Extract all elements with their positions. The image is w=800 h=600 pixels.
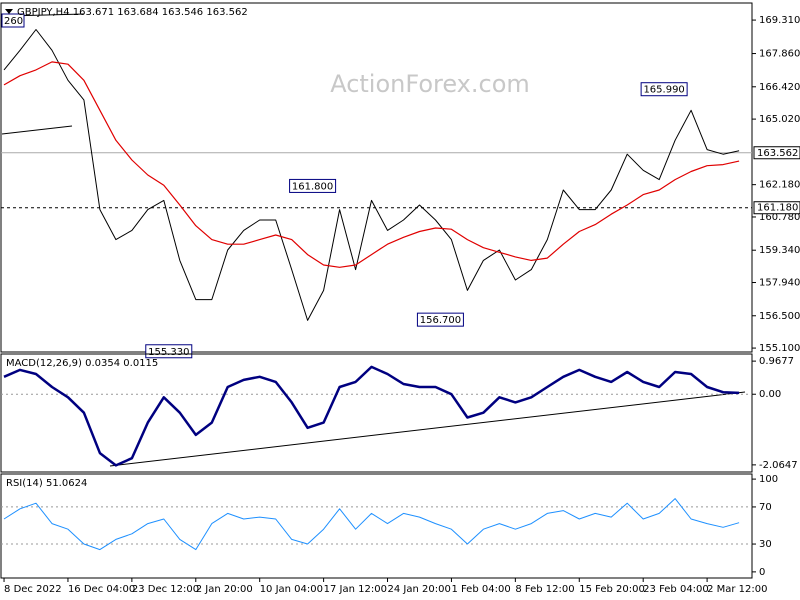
annotation-box <box>145 344 193 359</box>
y-tick-label: 0.9677 <box>759 356 794 367</box>
annotation-box <box>289 178 337 193</box>
x-tick-label: 8 Feb 12:00 <box>515 584 574 595</box>
y-tick-label: 155.100 <box>759 343 800 354</box>
x-tick-label: 23 Dec 12:00 <box>132 584 199 595</box>
drawn-line <box>1 125 73 135</box>
level-label-box <box>753 146 800 160</box>
menu-arrow <box>5 9 13 14</box>
panel-title: GBPJPY,H4 163.671 163.684 163.546 163.56… <box>17 7 248 18</box>
level-label: 161.180 <box>757 203 798 214</box>
y-tick-label: 100 <box>759 474 778 485</box>
x-tick-label: 10 Jan 04:00 <box>260 584 323 595</box>
y-tick-label: 160.780 <box>759 212 800 223</box>
y-tick-label: 159.340 <box>759 245 800 256</box>
y-tick-label: 0.00 <box>759 389 781 400</box>
series-line <box>3 61 740 268</box>
panel-frame <box>0 353 753 473</box>
watermark: ActionForex.com <box>330 70 530 98</box>
annotation-box <box>416 312 464 327</box>
x-tick-label: 2 Jan 20:00 <box>196 584 253 595</box>
trend-line <box>109 391 746 467</box>
y-tick-label: 156.500 <box>759 311 800 322</box>
x-tick-label: 16 Dec 04:00 <box>68 584 135 595</box>
annotation-label: 165.990 <box>643 85 684 96</box>
annotation-label: 161.800 <box>292 181 333 192</box>
y-tick-label: -2.0647 <box>759 460 798 471</box>
x-tick-label: 1 Feb 04:00 <box>451 584 510 595</box>
x-tick-label: 23 Feb 04:00 <box>643 584 709 595</box>
annotation-label: 155.330 <box>148 347 189 358</box>
y-tick-label: 30 <box>759 539 772 550</box>
y-tick-label: 70 <box>759 502 772 513</box>
series-line <box>3 498 740 551</box>
x-tick-label: 8 Dec 2022 <box>4 584 62 595</box>
y-tick-label: 169.310 <box>759 15 800 26</box>
panel-frame <box>0 473 753 579</box>
y-tick-label: 166.420 <box>759 82 800 93</box>
corner-box <box>1 13 25 28</box>
panel-title: MACD(12,26,9) 0.0354 0.0115 <box>6 358 158 369</box>
y-tick-label: 0 <box>759 567 765 578</box>
y-tick-label: 165.020 <box>759 114 800 125</box>
y-tick-label: 167.860 <box>759 49 800 60</box>
y-tick-label: 162.180 <box>759 180 800 191</box>
annotation-label: 156.700 <box>420 315 461 326</box>
x-tick-label: 15 Feb 20:00 <box>579 584 645 595</box>
x-tick-label: 17 Jan 12:00 <box>324 584 387 595</box>
x-tick-label: 2 Mar 12:00 <box>707 584 767 595</box>
x-tick-label: 24 Jan 20:00 <box>388 584 451 595</box>
level-label-box <box>753 201 800 215</box>
level-label: 163.562 <box>757 148 798 159</box>
corner-label: 260 <box>4 16 23 27</box>
series-line <box>3 365 740 467</box>
annotation-box <box>640 82 688 97</box>
series-line <box>3 29 740 321</box>
panel-frame <box>0 2 753 353</box>
panel-title: RSI(14) 51.0624 <box>6 478 87 489</box>
y-tick-label: 157.940 <box>759 278 800 289</box>
